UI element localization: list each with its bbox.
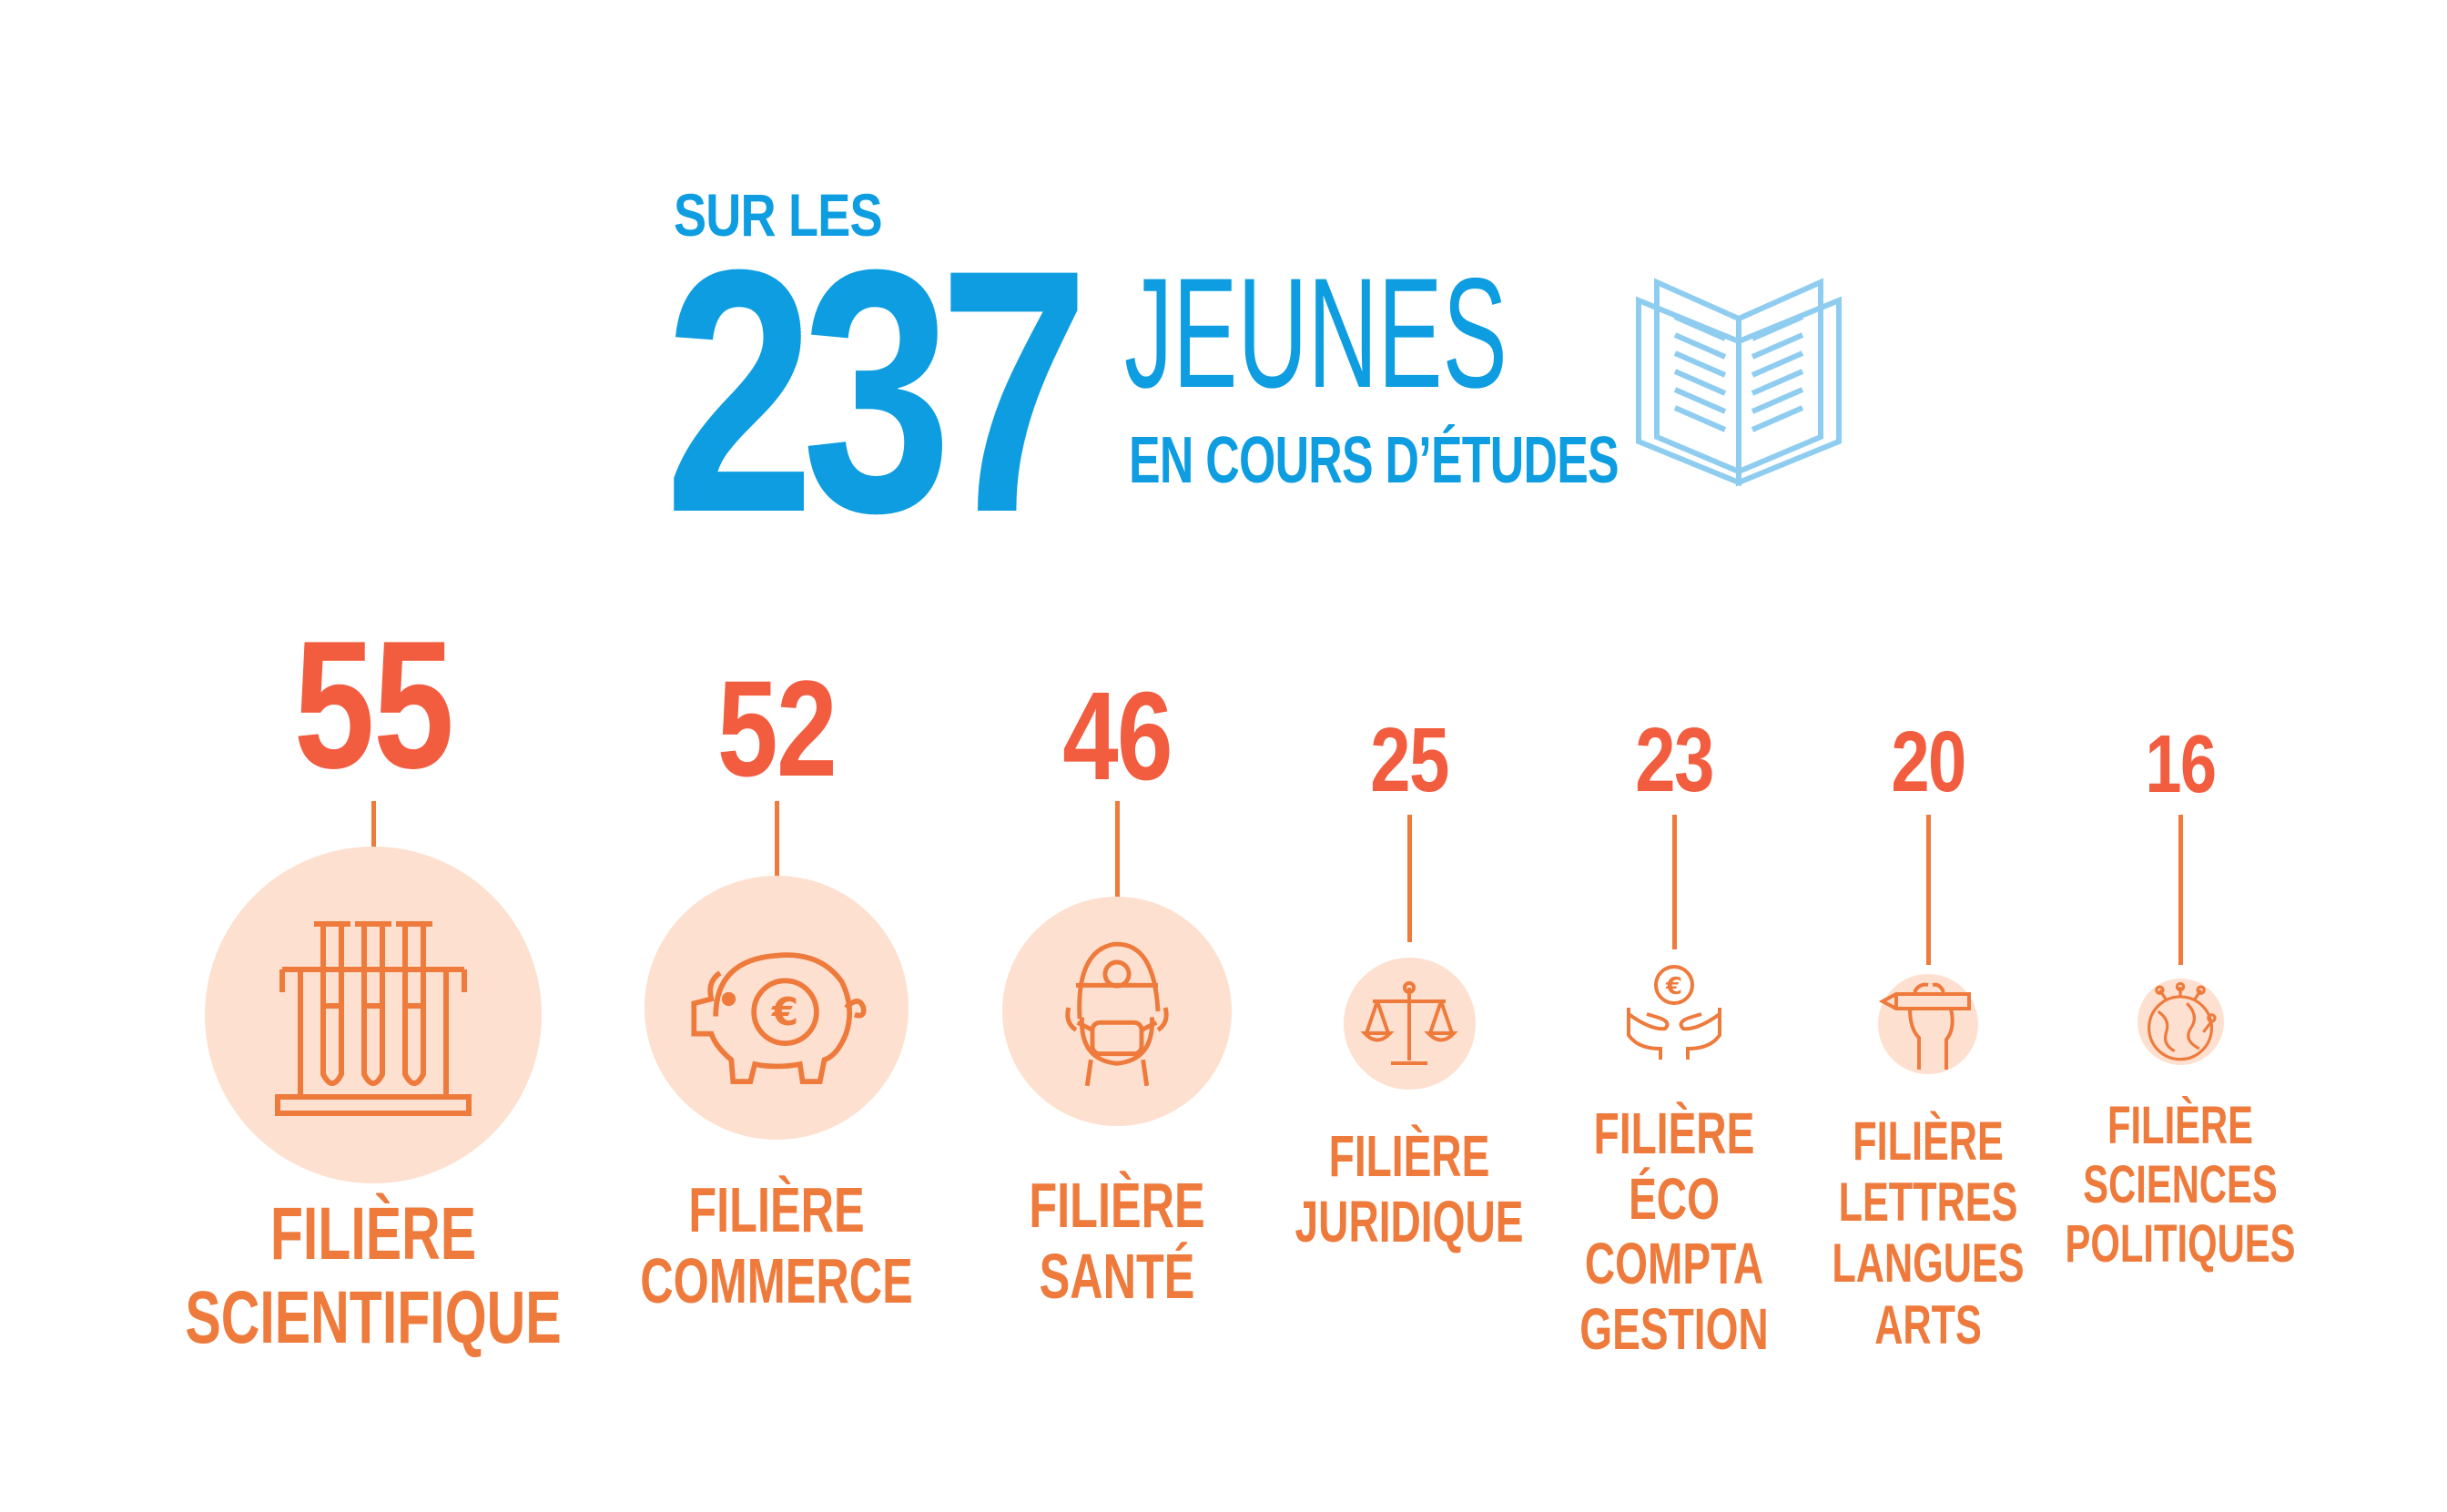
- category-count: 16: [2145, 719, 2217, 810]
- category-label-line: FILIÈRE: [1853, 1111, 2004, 1172]
- icon-circle: [1002, 897, 1232, 1126]
- category-count: 25: [1370, 709, 1449, 811]
- category-label-line: LANGUES: [1832, 1233, 2025, 1294]
- category-column: 25 FILIÈRE JURIDIQUE: [1227, 0, 1591, 1512]
- category-label: FILIÈRE ÉCO COMPTA GESTION: [1579, 1101, 1768, 1363]
- total-number: 237: [665, 198, 1089, 584]
- open-book-icon: [1636, 278, 1842, 487]
- category-label-line: SCIENTIFIQUE: [185, 1275, 562, 1359]
- category-label-line: FILIÈRE: [688, 1174, 865, 1245]
- category-count: 46: [1062, 666, 1173, 807]
- category-label-line: ÉCO: [1629, 1165, 1720, 1232]
- category-label-line: FILIÈRE: [2107, 1096, 2254, 1155]
- connector-line: [2178, 815, 2183, 965]
- svg-text:€: €: [1665, 973, 1682, 1000]
- category-label-line: FILIÈRE: [1029, 1170, 1205, 1241]
- test-tubes-icon: [275, 921, 472, 1116]
- category-column: 52 € FILIÈRE COMMERCE: [594, 0, 959, 1512]
- category-column: 55 FILIÈRE SCIENTIFIQUE: [185, 0, 561, 1512]
- category-label-line: COMPTA: [1584, 1231, 1764, 1297]
- category-label: FILIÈRE LETTRES LANGUES ARTS: [1832, 1111, 2024, 1355]
- hands-euro-icon: €: [1627, 965, 1721, 1060]
- category-label-line: ARTS: [1874, 1294, 1982, 1355]
- category-label-line: COMMERCE: [640, 1245, 913, 1317]
- category-label-line: GESTION: [1579, 1296, 1769, 1363]
- category-column: 46 FILIÈRE SANTÉ: [935, 0, 1299, 1512]
- category-label: FILIÈRE SCIENCES POLITIQUES: [2065, 1096, 2296, 1274]
- scales-icon: [1360, 980, 1458, 1065]
- category-count: 52: [716, 652, 838, 805]
- category-label-line: FILIÈRE: [1593, 1101, 1755, 1166]
- connector-line: [775, 801, 779, 892]
- connector-line: [1115, 801, 1120, 906]
- category-column: 20 FILIÈRE LETTRES LANGUES ARTS: [1746, 0, 2110, 1512]
- category-count: 23: [1635, 709, 1714, 811]
- connector-line: [1926, 815, 1931, 965]
- icon-circle: [205, 847, 542, 1183]
- connector-line: [1672, 815, 1677, 949]
- category-label: FILIÈRE COMMERCE: [640, 1174, 913, 1317]
- category-column: 16 FILIÈRE SCIENCES POLITIQUES: [1998, 0, 2362, 1512]
- category-label-line: LETTRES: [1838, 1172, 2018, 1233]
- hand-pencil-icon: [1878, 982, 1971, 1070]
- category-label-line: FILIÈRE: [1328, 1123, 1490, 1189]
- category-label-line: SCIENCES: [2083, 1154, 2278, 1214]
- svg-text:€: €: [771, 989, 798, 1034]
- doctor-icon: [1065, 941, 1169, 1087]
- category-label: FILIÈRE SCIENTIFIQUE: [185, 1192, 561, 1360]
- category-label-line: POLITIQUES: [2065, 1213, 2296, 1274]
- category-count: 20: [1891, 714, 1966, 810]
- category-label: FILIÈRE JURIDIQUE: [1295, 1123, 1524, 1254]
- globe-network-icon: [2147, 981, 2217, 1061]
- category-label-line: SANTÉ: [1039, 1241, 1195, 1313]
- connector-line: [1407, 815, 1412, 942]
- piggy-bank-icon: €: [691, 952, 867, 1084]
- category-label: FILIÈRE SANTÉ: [1029, 1170, 1204, 1313]
- icon-circle: [1878, 974, 1978, 1074]
- header: SUR LES 237 JEUNES EN COURS D’ÉTUDES: [0, 0, 2447, 564]
- header-prefix: SUR LES: [674, 181, 883, 249]
- category-count: 55: [293, 604, 454, 807]
- category-column: 23 € FILIÈRE ÉCO COMPTA GESTION: [1492, 0, 1856, 1512]
- header-noun: JEUNES: [1124, 246, 1508, 421]
- category-label-line: JURIDIQUE: [1295, 1188, 1524, 1254]
- header-subtitle: EN COURS D’ÉTUDES: [1129, 424, 1619, 497]
- category-label-line: FILIÈRE: [269, 1192, 477, 1275]
